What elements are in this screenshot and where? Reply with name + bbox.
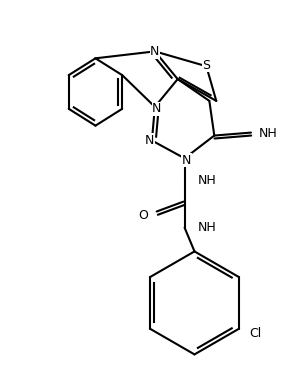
Text: NH: NH [197,221,216,234]
Text: Cl: Cl [249,327,261,340]
Text: O: O [138,209,148,222]
Text: N: N [150,45,160,58]
Text: N: N [182,154,191,167]
Text: N: N [145,134,155,147]
Text: NH: NH [197,174,216,187]
Text: S: S [202,59,210,72]
Text: NH: NH [259,127,278,140]
Text: N: N [152,102,162,115]
